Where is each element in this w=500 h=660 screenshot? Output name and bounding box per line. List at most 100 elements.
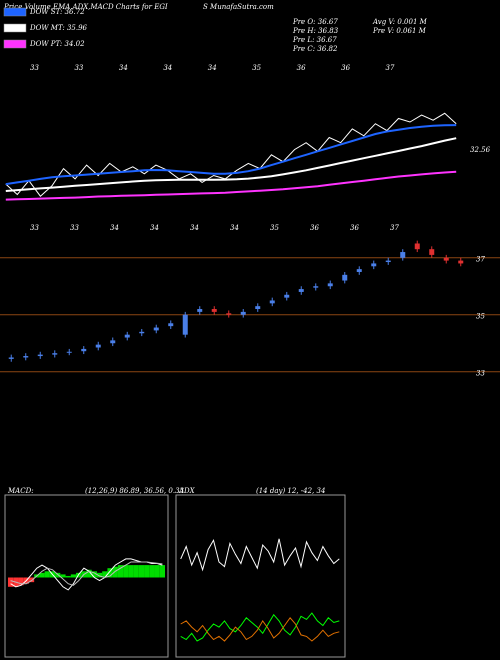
candle-body bbox=[81, 348, 87, 352]
candle-body bbox=[139, 331, 145, 334]
candle-body bbox=[240, 311, 246, 315]
histogram-bar bbox=[96, 572, 103, 578]
histogram-bar bbox=[70, 574, 77, 578]
series-line bbox=[5, 170, 457, 201]
date-label: 33 bbox=[70, 224, 79, 232]
candle-body bbox=[255, 306, 261, 310]
histogram-bar bbox=[133, 565, 139, 578]
candle-body bbox=[443, 257, 449, 261]
candle-body bbox=[211, 309, 217, 312]
histogram-bar bbox=[55, 572, 61, 578]
histogram-bar bbox=[159, 565, 165, 578]
panel-subtitle: (14 day) 12, -42, 34 bbox=[256, 487, 325, 495]
info-text: Pre O: 36.67 bbox=[292, 18, 338, 26]
candle-body bbox=[356, 269, 362, 272]
y-tick-label: 35 bbox=[476, 313, 485, 321]
candle-body bbox=[458, 260, 464, 264]
candle-body bbox=[371, 263, 377, 267]
histogram-bar bbox=[112, 566, 118, 578]
histogram-bar bbox=[65, 575, 71, 578]
adx-panel bbox=[175, 494, 346, 658]
histogram-bar bbox=[39, 572, 45, 578]
chart-subtitle: S MunafaSutra.com bbox=[203, 3, 274, 11]
candle-body bbox=[168, 323, 174, 327]
date-label: 37 bbox=[386, 64, 395, 72]
candle-body bbox=[429, 249, 435, 255]
histogram-bar bbox=[102, 571, 108, 578]
info-text: Pre H: 36.83 bbox=[292, 27, 339, 35]
legend-swatch bbox=[3, 7, 27, 17]
candle-body bbox=[153, 327, 159, 331]
y-tick-label: 33 bbox=[476, 370, 485, 378]
candle-body bbox=[269, 300, 275, 304]
histogram-bar bbox=[154, 565, 160, 578]
chart-title: Price,Volume,EMA,ADX,MACD Charts for EGI bbox=[3, 3, 168, 11]
histogram-bar bbox=[44, 571, 50, 578]
candle-body bbox=[400, 252, 406, 258]
candle-body bbox=[37, 354, 43, 357]
candle-body bbox=[313, 286, 319, 288]
histogram-bar bbox=[91, 571, 97, 578]
date-label: 37 bbox=[390, 224, 399, 232]
legend-swatch bbox=[3, 23, 27, 33]
histogram-bar bbox=[144, 565, 150, 578]
histogram-bar bbox=[18, 577, 24, 586]
candle-body bbox=[110, 340, 116, 344]
histogram-bar bbox=[138, 565, 145, 578]
info-text: Pre L: 36.67 bbox=[292, 36, 337, 44]
date-label: 35 bbox=[252, 64, 261, 72]
panel-title: MACD: bbox=[7, 487, 34, 495]
series-line bbox=[5, 124, 457, 186]
date-label: 36 bbox=[341, 64, 350, 72]
series-line bbox=[10, 558, 163, 591]
y-tick-label: 37 bbox=[476, 256, 485, 264]
candle-body bbox=[52, 353, 58, 355]
price-label: 32.56 bbox=[470, 146, 491, 154]
candle-body bbox=[226, 313, 232, 315]
histogram-bar bbox=[86, 569, 92, 578]
histogram-bar bbox=[107, 568, 113, 578]
series-line bbox=[180, 616, 340, 642]
histogram-bar bbox=[123, 565, 129, 578]
candle-body bbox=[385, 260, 391, 263]
date-label: 34 bbox=[230, 224, 239, 232]
candle-body bbox=[66, 351, 72, 353]
legend-label: DOW ST: 36.72 bbox=[29, 8, 85, 16]
date-label: 35 bbox=[270, 224, 279, 232]
histogram-bar bbox=[117, 565, 124, 578]
series-line bbox=[180, 538, 340, 572]
histogram-bar bbox=[8, 577, 14, 587]
candle-body bbox=[124, 334, 130, 338]
candle-body bbox=[95, 344, 101, 348]
candle-body bbox=[327, 283, 333, 287]
date-label: 34 bbox=[190, 224, 199, 232]
histogram-bar bbox=[149, 565, 155, 578]
series-line bbox=[5, 137, 457, 192]
series-line bbox=[5, 112, 457, 197]
histogram-bar bbox=[60, 574, 66, 578]
date-label: 33 bbox=[30, 224, 39, 232]
candle-body bbox=[23, 356, 29, 358]
candle-body bbox=[182, 314, 188, 335]
date-label: 36 bbox=[310, 224, 319, 232]
histogram-bar bbox=[128, 565, 134, 578]
date-label: 36 bbox=[297, 64, 306, 72]
date-label: 34 bbox=[110, 224, 119, 232]
info-text: Avg V: 0.001 M bbox=[372, 18, 428, 26]
date-label: 34 bbox=[119, 64, 128, 72]
series-line bbox=[10, 561, 163, 586]
candle-body bbox=[8, 357, 14, 359]
info-text: Pre V: 0.061 M bbox=[372, 27, 427, 35]
candle-body bbox=[284, 294, 290, 298]
candle-body bbox=[342, 274, 348, 281]
date-label: 34 bbox=[208, 64, 217, 72]
date-label: 33 bbox=[30, 64, 39, 72]
candle-body bbox=[197, 309, 203, 312]
candle-body bbox=[414, 243, 420, 250]
date-label: 34 bbox=[163, 64, 172, 72]
date-label: 36 bbox=[350, 224, 359, 232]
date-label: 34 bbox=[150, 224, 159, 232]
candle-body bbox=[298, 289, 304, 292]
